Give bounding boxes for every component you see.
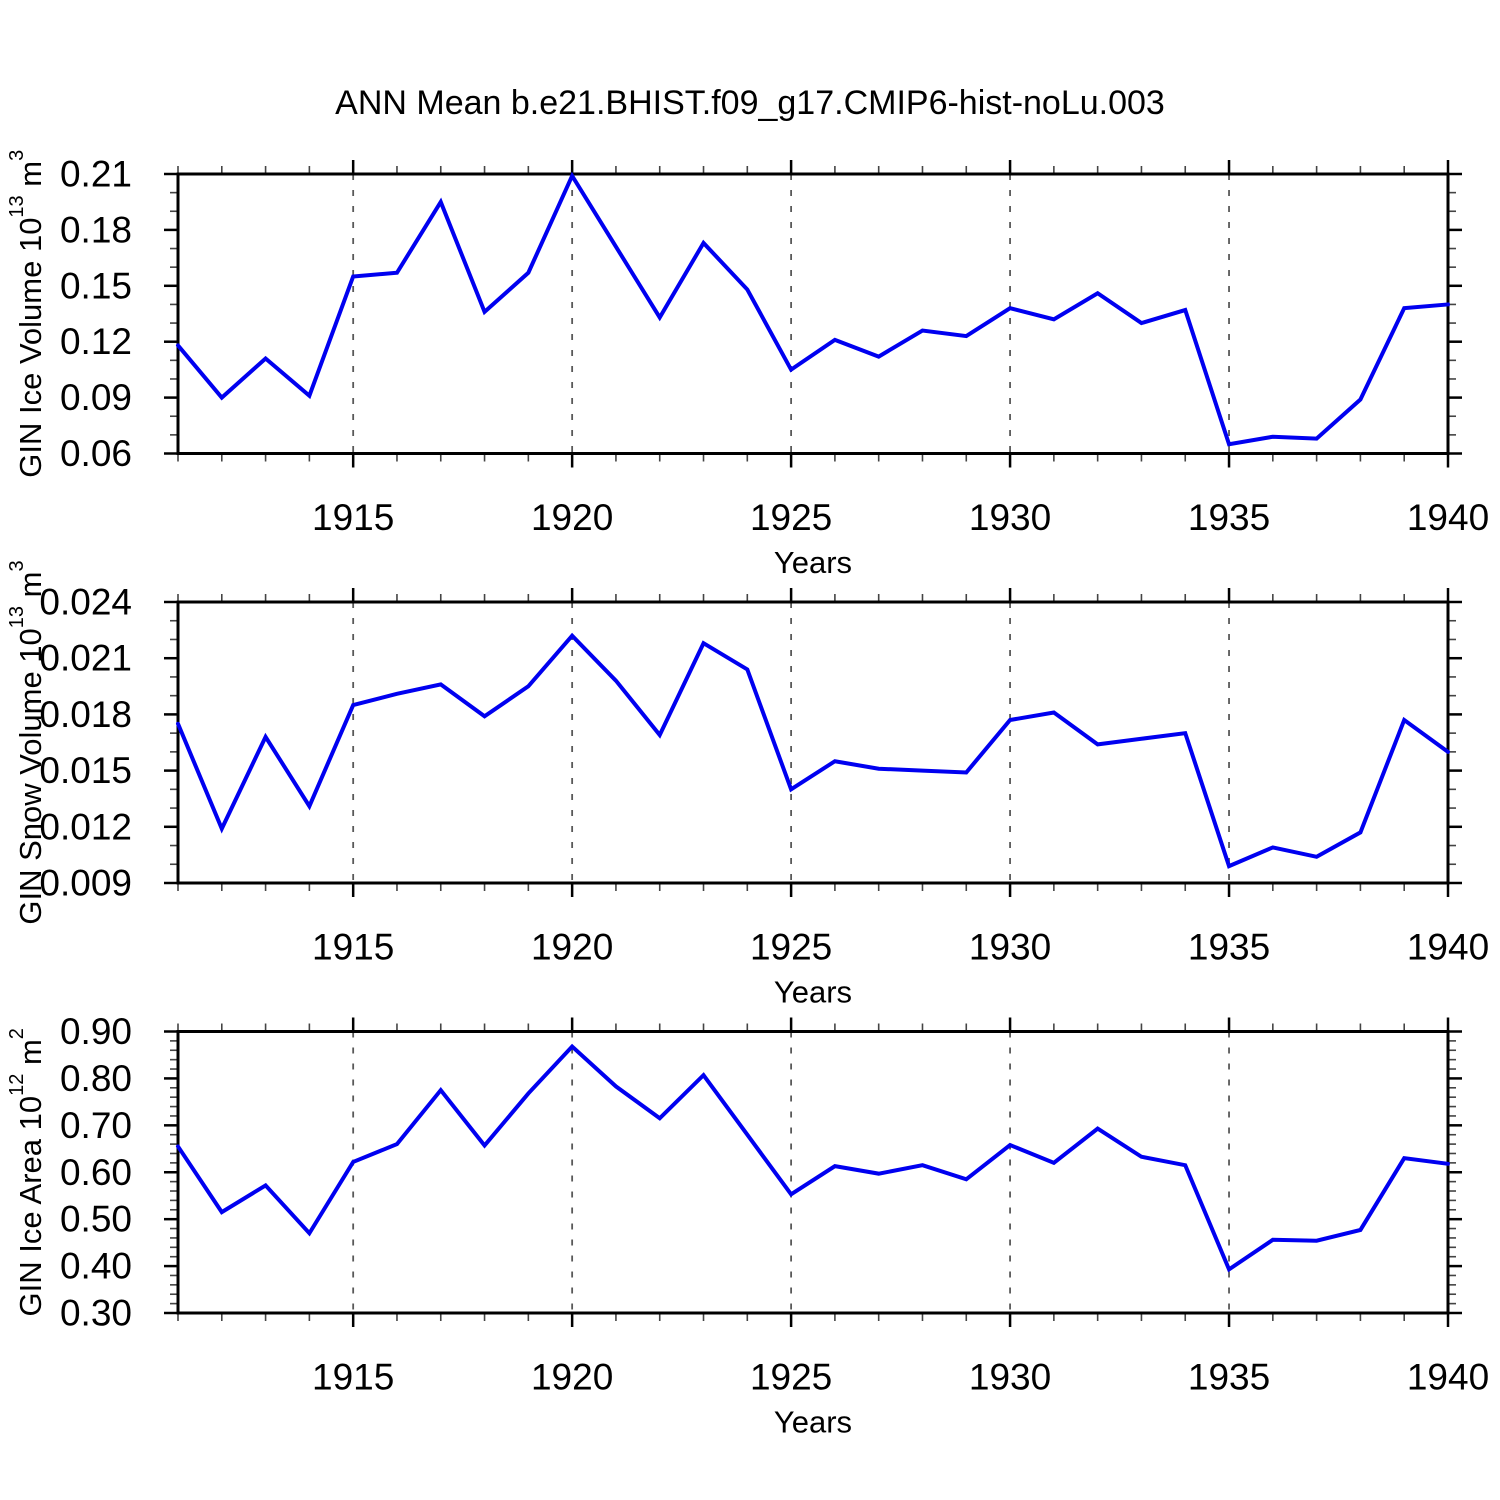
y-tick-label: 0.15 <box>60 265 132 306</box>
y-ticks <box>164 600 1462 885</box>
x-tick-label: 1940 <box>1407 1357 1489 1398</box>
y-tick-label: 0.06 <box>60 433 132 474</box>
gridlines <box>352 1031 1230 1313</box>
y-tick-label: 0.09 <box>60 377 132 418</box>
x-tick-label: 1925 <box>750 497 832 538</box>
series-line-snow-volume <box>176 632 1450 869</box>
x-ticks <box>177 1017 1450 1327</box>
x-tick-label: 1925 <box>750 1357 832 1398</box>
y-axis-title: GIN Ice Area 1012 m2 <box>6 1028 48 1316</box>
x-tick-label: 1935 <box>1188 927 1270 968</box>
y-tick-label: 0.70 <box>60 1105 132 1146</box>
x-tick-label: 1915 <box>312 497 394 538</box>
x-tick-label: 1930 <box>969 1357 1051 1398</box>
x-tick-label: 1935 <box>1188 497 1270 538</box>
y-tick-label: 0.012 <box>39 806 132 847</box>
x-tick-label: 1915 <box>312 927 394 968</box>
x-tick-label: 1920 <box>531 927 613 968</box>
x-axis-title: Years <box>774 545 852 580</box>
y-ticks <box>164 1030 1462 1315</box>
panel-snow-volume: 0.024 0.021 0.018 0.015 0.012 0.009 1915 1920 19… <box>6 560 1489 1009</box>
y-axis-title: GIN Snow Volume 1013 m3 <box>6 560 48 924</box>
panel-ice-area: 0.90 0.80 0.70 0.60 0.50 0.40 0.30 1915 1920 1925… <box>6 1011 1489 1440</box>
x-tick-label: 1935 <box>1188 1357 1270 1398</box>
y-axis-title: GIN Ice Volume 1013 m3 <box>6 150 48 478</box>
x-tick-label: 1930 <box>969 927 1051 968</box>
series-line-ice-area <box>176 1043 1450 1273</box>
x-tick-label: 1925 <box>750 927 832 968</box>
y-ticks <box>164 172 1462 455</box>
plot-frame <box>176 172 1450 455</box>
y-tick-label: 0.024 <box>39 582 132 623</box>
panel-ice-volume: 0.21 0.18 0.15 0.12 0.09 0.06 1915 1920 1925 1930… <box>6 150 1489 580</box>
y-tick-label: 0.18 <box>60 209 132 250</box>
y-tick-label: 0.021 <box>39 638 132 679</box>
series-line-ice-volume <box>176 171 1450 447</box>
y-tick-label: 0.40 <box>60 1246 132 1287</box>
x-tick-label: 1920 <box>531 1357 613 1398</box>
y-tick-label: 0.60 <box>60 1152 132 1193</box>
y-tick-label: 0.90 <box>60 1011 132 1052</box>
plot-frame <box>176 1030 1450 1315</box>
x-axis-title: Years <box>774 1405 852 1440</box>
y-tick-label: 0.50 <box>60 1199 132 1240</box>
plot-frame <box>176 600 1450 885</box>
y-tick-label: 0.12 <box>60 321 132 362</box>
y-tick-label: 0.21 <box>60 154 132 195</box>
x-ticks <box>177 160 1450 468</box>
x-tick-label: 1930 <box>969 497 1051 538</box>
y-tick-label: 0.015 <box>39 750 132 791</box>
y-tick-label: 0.30 <box>60 1293 132 1334</box>
x-tick-label: 1940 <box>1407 927 1489 968</box>
x-ticks <box>177 588 1450 897</box>
chart-title: ANN Mean b.e21.BHIST.f09_g17.CMIP6-hist-… <box>335 84 1165 122</box>
x-tick-label: 1920 <box>531 497 613 538</box>
x-axis-title: Years <box>774 975 852 1010</box>
x-tick-label: 1915 <box>312 1357 394 1398</box>
x-tick-label: 1940 <box>1407 497 1489 538</box>
y-tick-label: 0.018 <box>39 694 132 735</box>
y-tick-label: 0.80 <box>60 1058 132 1099</box>
y-tick-label: 0.009 <box>39 863 132 904</box>
